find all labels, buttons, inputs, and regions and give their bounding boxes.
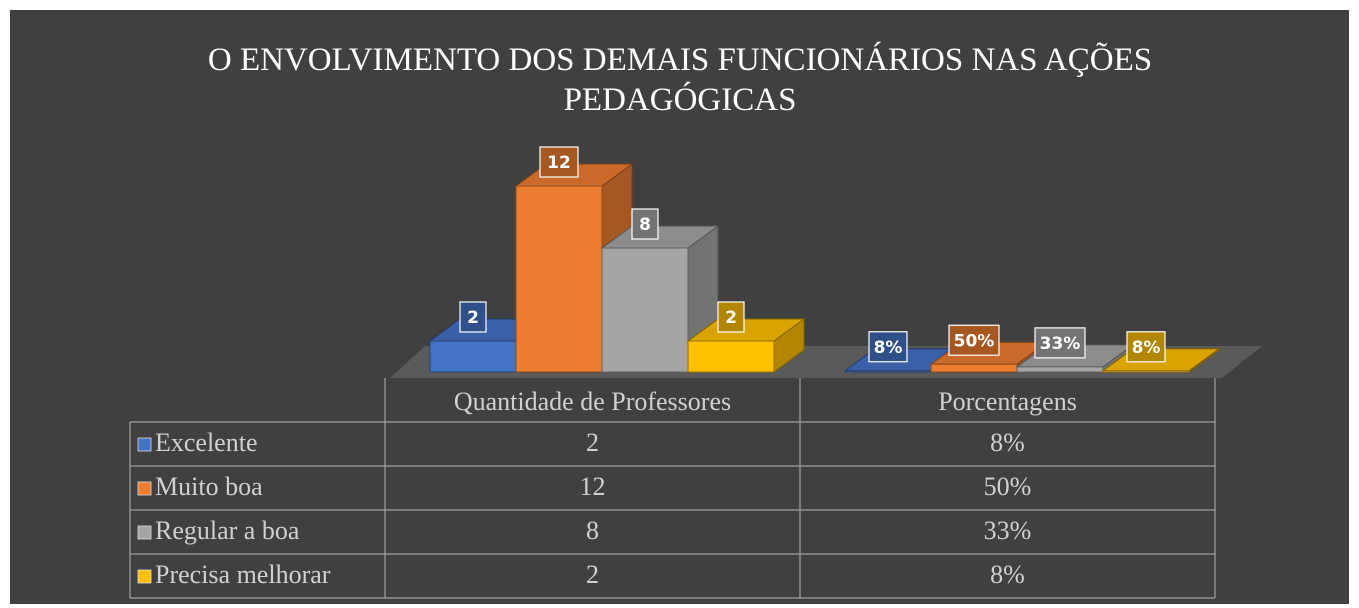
table-header: Quantidade de Professores [454,387,731,416]
data-label: 50% [954,331,995,351]
data-label: 33% [1040,334,1081,354]
legend-swatch [137,525,152,540]
bar-front [930,363,1018,373]
table-cell: 2 [586,428,599,457]
table-cell: 8% [990,428,1025,457]
data-label-box [459,301,487,333]
bar-front [1102,370,1190,373]
table-cell: 33% [984,516,1032,545]
table-cell: 8 [586,516,599,545]
data-label-box [1126,331,1166,363]
data-label-box [631,208,659,240]
data-label: 2 [467,308,479,328]
data-label-box [868,331,908,363]
bar [686,318,806,373]
bar-front [429,340,517,373]
bar-front [687,340,775,373]
table-header: Porcentagens [938,387,1077,416]
data-label-box [717,301,745,333]
bar-front [515,185,603,373]
data-label: 8% [874,338,903,358]
table-cell: 50% [984,472,1032,501]
chart-title: O ENVOLVIMENTO DOS DEMAIS FUNCIONÁRIOS N… [207,42,1153,118]
data-label: 2 [725,308,737,328]
legend-label: Precisa melhorar [155,560,331,589]
data-label: 8 [639,215,651,235]
data-label-box [948,324,1000,356]
legend-label: Excelente [155,428,258,457]
data-label: 12 [547,153,571,173]
table-cell: 8% [990,560,1025,589]
data-label-box [539,146,579,178]
legend-label: Muito boa [155,472,263,501]
bar-front [601,247,689,373]
bar-front [844,370,932,373]
legend-swatch [137,481,152,496]
data-label: 8% [1132,338,1161,358]
table-cell: 2 [586,560,599,589]
legend-label: Regular a boa [155,516,300,545]
legend-swatch [137,437,152,452]
bar-front [1016,366,1104,373]
data-label-box [1034,327,1086,359]
table-cell: 12 [580,472,606,501]
legend-swatch [137,569,152,584]
